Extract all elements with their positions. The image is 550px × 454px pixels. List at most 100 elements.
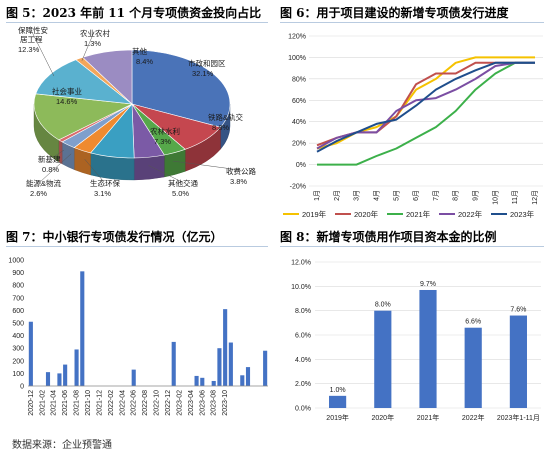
legend-label-2020年: 2020年 <box>354 209 379 219</box>
bar8-bar-2021年 <box>419 289 437 408</box>
line-ytick-20%: 20% <box>292 141 306 148</box>
pie-slice-市政和园区 <box>131 49 231 128</box>
pie-value-市政和园区: 32.1% <box>192 69 214 78</box>
bar8-x-tick-labels: 2019年 2020年 2021年 2022年 2023年1-11月 <box>326 413 540 422</box>
line-ytick-120%: 120% <box>288 34 306 41</box>
line-xtick-9月: 9月 <box>472 190 480 201</box>
pie-leader-新基建 <box>51 149 65 159</box>
line-xtick-1月: 1月 <box>313 190 321 201</box>
fig5-title: 图 5：2023 年前 11 个月专项债资金投向占比 <box>6 6 262 20</box>
bar7-xtick-2022-04: 2022-04 <box>119 390 126 416</box>
pie-slice-保障性安居工程 <box>35 59 133 105</box>
bar7-ytick-400: 400 <box>12 333 24 340</box>
bar7-bar-25 <box>171 341 176 386</box>
bar7-xtick-2022-12: 2022-12 <box>165 390 172 416</box>
pie-label-农业农村: 农业农村 <box>80 28 110 38</box>
pie-leader-农业农村 <box>81 31 95 61</box>
bar8-xtick-2023年1-11月: 2023年1-11月 <box>497 413 540 422</box>
bar7-ytick-500: 500 <box>12 321 24 328</box>
fig8-bar-chart: 0.0% 2.0% 4.0% 6.0% 8.0% 10.0% 12.0% 1.0% 8.0% 9… <box>291 260 541 422</box>
bar7-xtick-2021-04: 2021-04 <box>51 390 58 416</box>
fig7-bar-chart: 0 100 200 300 400 500 600 700 800 900 1000 2020-12… <box>8 258 268 416</box>
bar7-bar-6 <box>63 364 68 386</box>
pie-value-其他: 8.4% <box>136 57 153 66</box>
pie-value-新基建: 0.8% <box>42 165 59 174</box>
pie-value-农林水利: 7.3% <box>154 137 171 146</box>
bar8-ytick-10.0%: 10.0% <box>291 284 311 291</box>
bar7-xtick-2023-10: 2023-10 <box>222 390 229 416</box>
pie-top <box>33 49 231 159</box>
pie-label-保障性安居工程-line2: 居工程 <box>20 35 43 44</box>
legend-label-2019年: 2019年 <box>302 209 327 219</box>
bar7-bar-37 <box>240 375 245 386</box>
pie-leader-保障性安居工程 <box>31 31 55 77</box>
bar7-xtick-2023-02: 2023-02 <box>176 390 183 416</box>
bar8-bar-2022年 <box>464 327 482 408</box>
bar8-xtick-2019年: 2019年 <box>326 413 349 422</box>
legend-label-2022年: 2022年 <box>458 209 483 219</box>
pie-value-其他交通: 5.0% <box>172 189 189 198</box>
pie-depth <box>33 103 231 181</box>
line-series <box>316 56 535 166</box>
line-series-2023年 <box>316 61 535 153</box>
bar7-xtick-2021-12: 2021-12 <box>96 390 103 416</box>
bar7-xtick-2021-08: 2021-08 <box>74 390 81 416</box>
pie-label-市政和园区: 市政和园区 <box>188 58 226 68</box>
bar7-bar-3 <box>45 372 51 386</box>
bar8-xtick-2020年: 2020年 <box>372 413 395 422</box>
bar7-bar-33 <box>217 348 222 386</box>
bar7-bar-41 <box>263 350 268 386</box>
pie-slice-社会事业 <box>33 93 134 141</box>
bar7-xtick-2022-06: 2022-06 <box>131 390 138 416</box>
bar7-xtick-2023-04: 2023-04 <box>188 390 195 416</box>
bar7-ytick-800: 800 <box>12 283 24 290</box>
bar7-ytick-200: 200 <box>12 358 24 365</box>
line-ytick--20%: -20% <box>290 184 306 191</box>
pie-value-生态环保: 3.1% <box>94 189 111 198</box>
bar8-ytick-12.0%: 12.0% <box>291 260 311 267</box>
pie-leader-收费公路 <box>172 160 241 171</box>
bar7-ytick-300: 300 <box>12 346 24 353</box>
bar7-x-tick-labels: 2020-12 2021-02 2021-04 2021-06 2021-08 2021-… <box>28 390 229 416</box>
bar7-ytick-600: 600 <box>12 308 24 315</box>
pie-label-其他: 其他 <box>132 46 147 56</box>
fig5-title-rule <box>6 22 268 23</box>
fig6-line-chart: -20% 0% 20% 40% 60% 80% 100% 120% 1月 2月 3月 4月 5月 6月 7… <box>283 34 543 219</box>
bar8-xtick-2022年: 2022年 <box>462 413 485 422</box>
bar8-y-tick-labels: 0.0% 2.0% 4.0% 6.0% 8.0% 10.0% 12.0% <box>291 260 311 413</box>
bar8-label-2023年1-11月: 7.6% <box>510 307 526 314</box>
bar7-ytick-100: 100 <box>12 371 24 378</box>
legend-label-2021年: 2021年 <box>406 209 431 219</box>
line-xtick-2月: 2月 <box>333 190 341 201</box>
bar7-ytick-900: 900 <box>12 270 24 277</box>
pie-value-农业农村: 1.3% <box>84 39 101 48</box>
pie-leader-能源&物流 <box>39 153 72 183</box>
line-xtick-4月: 4月 <box>372 190 380 201</box>
bar7-bar-30 <box>200 377 205 386</box>
bar7-bar-8 <box>74 349 79 386</box>
bar8-ytick-0.0%: 0.0% <box>295 406 311 413</box>
bar7-bar-18 <box>131 369 136 386</box>
pie-value-铁路&轨交: 8.8% <box>212 123 229 132</box>
bar7-bar-9 <box>80 271 85 386</box>
bar8-label-2021年: 9.7% <box>420 281 436 288</box>
line-xtick-11月: 11月 <box>511 190 519 204</box>
pie-label-社会事业: 社会事业 <box>52 86 82 96</box>
line-y-tick-labels: -20% 0% 20% 40% 60% 80% 100% 120% <box>288 34 306 191</box>
pie-leader-生态环保 <box>84 159 105 183</box>
line-xtick-6月: 6月 <box>412 190 420 201</box>
bar7-xtick-2023-06: 2023-06 <box>199 390 206 416</box>
pie-slice-其他 <box>82 49 133 105</box>
line-series-2021年 <box>317 61 535 166</box>
bar8-ytick-4.0%: 4.0% <box>295 357 311 364</box>
source-note: 数据来源：企业预警通 <box>12 440 112 451</box>
pie-label-新基建: 新基建 <box>38 154 61 164</box>
bar8-ytick-8.0%: 8.0% <box>295 308 311 315</box>
pie-label-其他交通: 其他交通 <box>168 178 198 188</box>
pie-value-能源&物流: 2.6% <box>30 189 47 198</box>
bar8-label-2022年: 6.6% <box>465 319 481 326</box>
line-xtick-7月: 7月 <box>432 190 440 201</box>
bar7-xtick-2022-02: 2022-02 <box>108 390 115 416</box>
